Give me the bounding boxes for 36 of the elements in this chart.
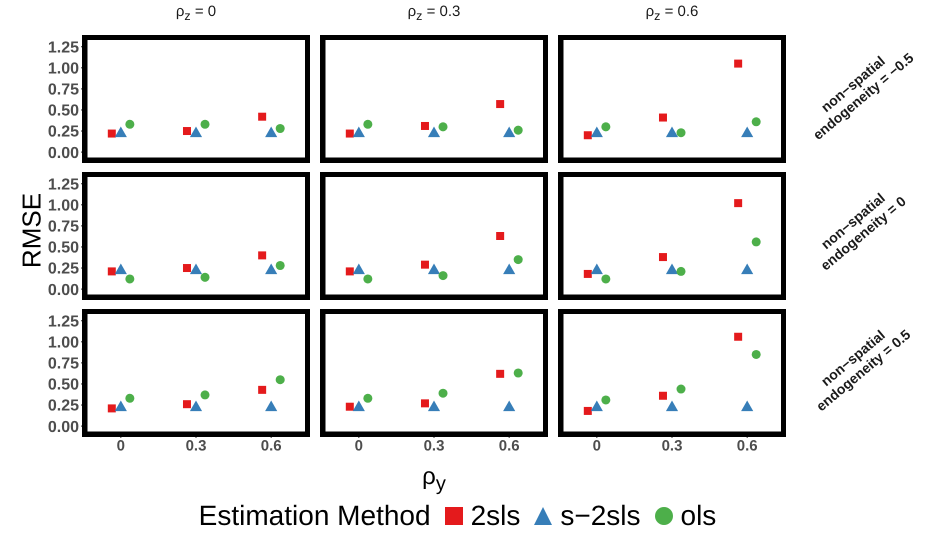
chart-title: ρ$_{z}$ = 0 [174,3,218,23]
y-tick-label: 1.25 [48,313,80,330]
y-tick-label: 0.50 [48,376,80,394]
x-tick-label: 0.6 [736,438,758,455]
legend-label: ols [680,500,716,532]
y-tick-label: 1.25 [48,39,80,56]
legend-label: s−2sls [560,500,641,532]
y-tick-label: 0.00 [48,144,80,162]
chart-title: ρ$_{z}$ = 0.6 [644,3,700,23]
x-tick-label: 0.6 [498,438,520,455]
y-tick-label: 0.50 [48,240,80,257]
x-tick-label: 0.3 [186,438,206,455]
y-tick-label: 1.00 [48,334,80,352]
x-tick-label: 0.6 [260,438,282,455]
chart-title: ρ$_{z}$ = 0.3 [406,3,462,23]
legend-label: 2sls [470,500,520,532]
y-tick-label: 0.00 [48,418,80,436]
y-tick-label: 0.75 [48,356,80,373]
y-tick-label: 0.25 [48,260,80,278]
y-tick-label: 1.25 [48,176,80,194]
y-tick-label: 0.50 [48,102,80,120]
x-tick-label: 0 [592,438,601,455]
y-tick-label: 0.00 [48,282,80,299]
x-tick-label: 0.3 [424,438,444,455]
legend-title: Estimation Method [198,500,431,532]
x-tick-label: 0.3 [662,438,682,455]
x-tick-label: 0 [354,438,363,455]
x-axis-title: ρ$_{y}$ [421,463,447,496]
y-tick-label: 1.00 [48,60,80,78]
y-axis-title: RMSE [16,192,48,270]
y-tick-label: 0.25 [48,124,80,141]
y-tick-label: 0.75 [48,218,80,236]
y-tick-label: 1.00 [48,197,80,214]
x-tick-label: 0 [116,438,125,455]
y-tick-label: 0.25 [48,398,80,415]
y-tick-label: 0.75 [48,82,80,99]
